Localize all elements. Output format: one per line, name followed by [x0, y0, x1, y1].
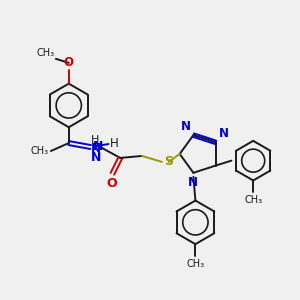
Text: H: H [110, 136, 118, 150]
Text: N: N [91, 142, 100, 154]
Text: N: N [91, 151, 102, 164]
Text: N: N [180, 120, 190, 133]
Text: N: N [218, 127, 229, 140]
Text: N: N [92, 140, 103, 152]
Text: CH₃: CH₃ [244, 195, 262, 205]
Text: CH₃: CH₃ [37, 48, 55, 58]
Text: H: H [91, 135, 100, 145]
Text: O: O [106, 177, 117, 190]
Text: S: S [164, 155, 173, 168]
Text: O: O [64, 56, 74, 69]
Text: CH₃: CH₃ [186, 259, 205, 269]
Text: CH₃: CH₃ [31, 146, 49, 156]
Text: N: N [188, 176, 197, 189]
